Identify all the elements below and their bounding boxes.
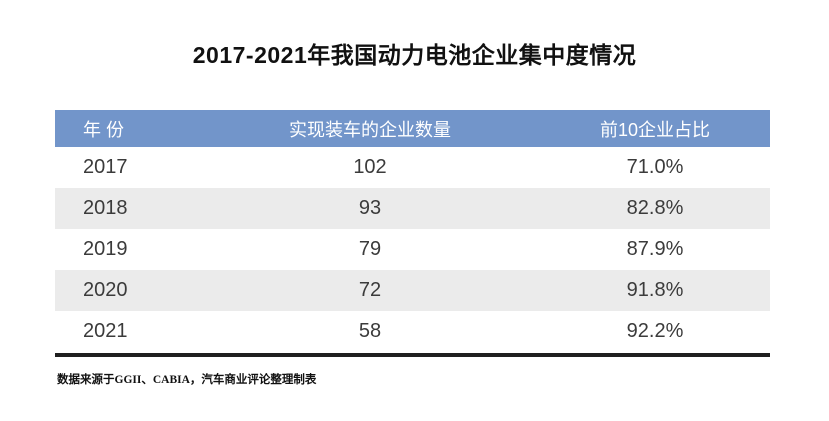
cell-company-count: 79 [358, 238, 382, 260]
table-row: 2020 72 91.8% [55, 270, 770, 311]
data-table: 年 份 实现装车的企业数量 前10企业占比 2017 102 71.0% 201… [55, 110, 770, 357]
table-row: 2021 58 92.2% [55, 311, 770, 352]
cell-top10-share: 71.0% [626, 156, 684, 178]
cell-company-count: 102 [353, 156, 387, 178]
header-cell-top10-share: 前10企业占比 [599, 119, 711, 140]
table-row: 2019 79 87.9% [55, 229, 770, 270]
cell-year: 2019 [83, 238, 128, 260]
cell-top10-share: 91.8% [626, 279, 684, 301]
table-bottom-rule [55, 353, 770, 357]
table-header-row: 年 份 实现装车的企业数量 前10企业占比 [55, 110, 770, 147]
cell-top10-share: 92.2% [626, 320, 684, 342]
cell-top10-share: 82.8% [626, 197, 684, 219]
cell-year: 2017 [83, 156, 128, 178]
cell-year: 2021 [83, 320, 128, 342]
table-row: 2017 102 71.0% [55, 147, 770, 188]
cell-year: 2018 [83, 197, 128, 219]
source-note: 数据来源于GGII、CABIA，汽车商业评论整理制表 [57, 374, 317, 386]
table-row: 2018 93 82.8% [55, 188, 770, 229]
header-cell-year: 年 份 [83, 119, 125, 140]
chart-title: 2017-2021年我国动力电池企业集中度情况 [192, 42, 637, 68]
header-cell-company-count: 实现装车的企业数量 [289, 119, 451, 140]
cell-top10-share: 87.9% [626, 238, 684, 260]
cell-company-count: 93 [358, 197, 382, 219]
cell-company-count: 72 [358, 279, 382, 301]
cell-year: 2020 [83, 279, 128, 301]
cell-company-count: 58 [358, 320, 382, 342]
